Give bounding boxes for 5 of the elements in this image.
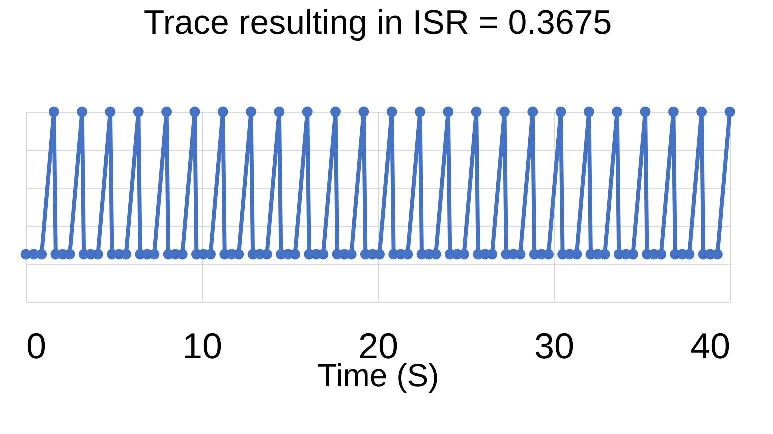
- x-tick-label: 40: [690, 326, 730, 366]
- x-tick-label: 30: [534, 326, 575, 366]
- chart-title: Trace resulting in ISR = 0.3675: [144, 4, 612, 42]
- x-tick-label: 10: [182, 326, 223, 366]
- x-tick-label: 0: [26, 326, 47, 366]
